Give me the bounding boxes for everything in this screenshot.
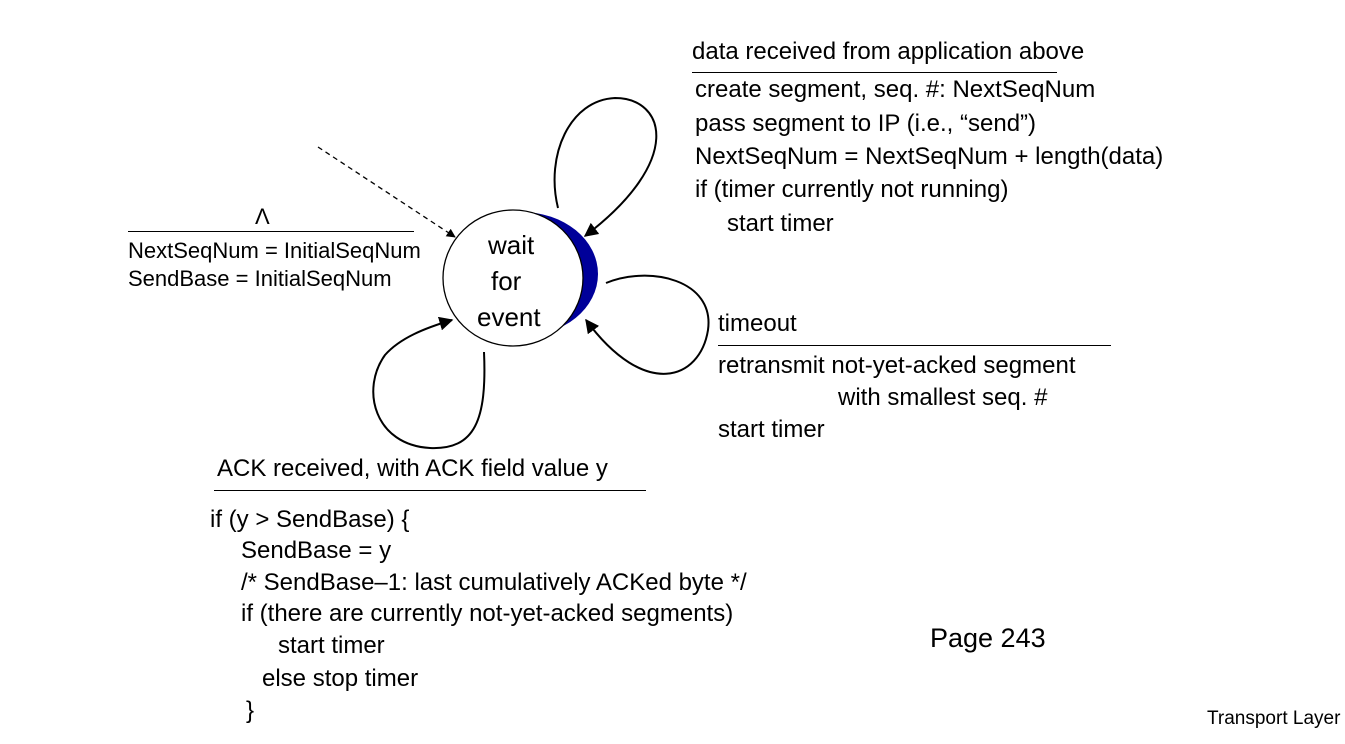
timeout-action-2: with smallest seq. # [838, 384, 1048, 411]
initial-action-2: SendBase = InitialSeqNum [128, 266, 392, 291]
ack-loop-arrow [372, 316, 486, 450]
initial-divider [128, 231, 414, 232]
data-action-4: if (timer currently not running) [695, 176, 1009, 203]
ack-action-6: else stop timer [262, 665, 419, 692]
data-loop-arrow [553, 96, 658, 237]
data-action-1: create segment, seq. #: NextSeqNum [695, 76, 1096, 103]
state-label-wait: wait [488, 230, 535, 260]
state-circle [442, 209, 584, 347]
timeout-event-label: timeout [718, 310, 797, 337]
ack-action-2: SendBase = y [241, 537, 392, 564]
data-action-2: pass segment to IP (i.e., “send”) [695, 110, 1037, 137]
data-event-label: data received from application above [692, 38, 1085, 65]
initial-action-1: NextSeqNum = InitialSeqNum [128, 238, 421, 263]
ack-event-label: ACK received, with ACK field value y [217, 455, 608, 482]
state-wait-for-event [442, 209, 598, 347]
ack-action-4: if (there are currently not-yet-acked se… [241, 600, 734, 627]
ack-action-1: if (y > SendBase) { [210, 506, 410, 533]
timeout-action-1: retransmit not-yet-acked segment [718, 352, 1076, 379]
ack-action-3: /* SendBase–1: last cumulatively ACKed b… [241, 569, 747, 596]
initial-arrow [317, 146, 456, 238]
ack-action-5: start timer [278, 632, 385, 659]
ack-divider [214, 490, 646, 491]
data-divider [692, 72, 1057, 73]
timeout-action-3: start timer [718, 416, 825, 443]
ack-action-7: } [246, 697, 255, 724]
page-number-label: Page 243 [930, 623, 1046, 653]
state-label-for: for [491, 266, 522, 296]
footer-label: Transport Layer [1207, 708, 1341, 729]
initial-event-lambda: Λ [255, 204, 270, 229]
timeout-divider [718, 345, 1111, 346]
state-label-event: event [477, 302, 541, 332]
timeout-loop-arrow [585, 274, 710, 375]
data-action-3: NextSeqNum = NextSeqNum + length(data) [695, 143, 1164, 170]
data-action-5: start timer [727, 210, 834, 237]
